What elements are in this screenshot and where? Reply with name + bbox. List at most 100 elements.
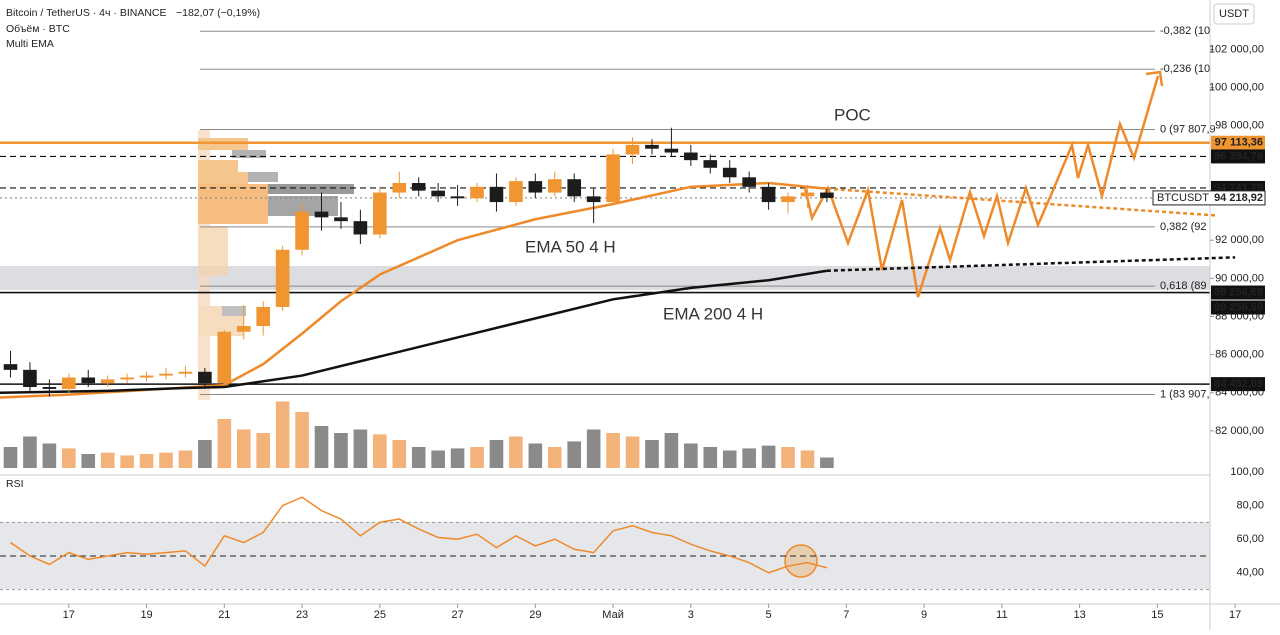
price-tag-label: 89 256,69 <box>1214 286 1263 298</box>
x-tick-label: 7 <box>843 609 849 621</box>
volume-bar <box>23 436 37 468</box>
volume-bar <box>800 450 815 468</box>
currency-box[interactable] <box>1213 3 1255 25</box>
price-tag <box>1152 190 1266 206</box>
candle-body <box>761 186 776 203</box>
candle-body <box>139 375 154 378</box>
candle-body <box>625 144 640 155</box>
price-tag <box>1211 377 1265 392</box>
price-tag-label: 94 218,92 <box>1214 192 1263 204</box>
volume-bar <box>567 441 582 468</box>
candle-body <box>470 186 484 199</box>
candle-body <box>664 148 679 153</box>
candle-body <box>42 387 57 389</box>
volume-profile <box>198 130 354 400</box>
volume-bar <box>547 447 562 468</box>
volume-bar <box>664 433 679 468</box>
candle-body <box>431 190 445 197</box>
volume-bar <box>353 429 368 468</box>
volume-bar <box>256 433 271 468</box>
volume-bar <box>722 450 737 468</box>
ema-projection <box>826 256 1236 272</box>
volume-bar <box>392 440 407 468</box>
x-tick-label: 27 <box>451 609 463 621</box>
fib-label: -0,236 (10 <box>1160 63 1210 75</box>
candle-body <box>586 196 601 203</box>
candle-body <box>606 154 620 203</box>
x-tick-label: 29 <box>529 609 541 621</box>
volume-bar <box>100 452 115 468</box>
price-tag-label: 96 394,76 <box>1214 150 1263 162</box>
volume-bar <box>314 426 329 468</box>
volume-bar <box>236 429 251 468</box>
candle-body <box>334 217 348 222</box>
volume-bar <box>625 436 640 468</box>
candle-body <box>722 167 737 178</box>
volume-title: Объём · BTC <box>6 23 70 35</box>
currency[interactable]: USDT <box>1219 8 1249 20</box>
volume-bar <box>470 447 484 468</box>
volume-bar <box>489 440 504 468</box>
rsi-tick-label: 40,00 <box>1236 567 1264 579</box>
candle-body <box>528 181 543 193</box>
candle-body <box>23 369 37 388</box>
volume-bar <box>528 443 543 468</box>
volume-bar <box>120 455 134 468</box>
rsi-tick-label: 60,00 <box>1236 533 1264 545</box>
candle-body <box>178 371 193 374</box>
candle-body <box>81 377 96 384</box>
x-tick-label: 9 <box>921 609 927 621</box>
price-tag <box>1211 149 1265 164</box>
price-tag <box>1211 285 1265 300</box>
volume-bar <box>684 443 698 468</box>
volume-bar <box>373 434 387 468</box>
fib-label: 0,618 (89 <box>1160 280 1206 292</box>
volume-bar <box>198 440 212 468</box>
volume-bar <box>742 448 756 468</box>
volume-bar <box>159 452 173 468</box>
rsi-highlight <box>784 544 818 578</box>
candle-body <box>800 192 815 197</box>
x-tick-label: 3 <box>688 609 694 621</box>
candle-body <box>373 192 387 235</box>
price-tag <box>1211 135 1265 150</box>
candle-body <box>547 179 562 193</box>
candle-body <box>3 364 18 370</box>
volume-bar <box>586 429 601 468</box>
change: −182,07 (−0,19%) <box>176 7 260 19</box>
volume-bar <box>295 412 309 468</box>
candle-body <box>781 196 795 203</box>
volume-bar <box>645 440 659 468</box>
x-tick-label: 25 <box>374 609 386 621</box>
ema-line <box>0 181 828 399</box>
candle-body <box>450 196 465 199</box>
candle-body <box>820 192 834 198</box>
candle-body <box>742 177 756 187</box>
candle-body <box>256 306 271 327</box>
under-layer: -0,382 (10 -0,236 (10 0 (97 807,9 0,382 (92… <box>0 25 1216 400</box>
candle-body <box>509 181 523 203</box>
x-tick-label: 11 <box>996 609 1007 621</box>
y-tick-label: 82 000,00 <box>1215 425 1264 437</box>
volume-bar <box>781 447 795 468</box>
volume-bar <box>820 457 834 468</box>
candle-body <box>275 249 290 307</box>
x-tick-label: 5 <box>766 609 772 621</box>
volume-bar <box>62 448 76 468</box>
rsi-tick-label: 100,00 <box>1230 466 1264 478</box>
volume-bar <box>450 448 465 468</box>
candle-body <box>684 152 698 161</box>
price-tag-label: 84 452,09 <box>1214 378 1263 390</box>
candle-body <box>353 221 368 235</box>
candle-body <box>295 211 309 250</box>
fib-label: 0 (97 807,9 <box>1160 123 1216 135</box>
x-tick-label: 19 <box>140 609 152 621</box>
volume-bar <box>411 447 426 468</box>
candle-body <box>567 179 582 197</box>
y-tick-label: 92 000,00 <box>1215 234 1264 246</box>
volume-bar <box>42 443 57 468</box>
fib-label: 1 (83 907, <box>1160 388 1210 400</box>
volume-bar <box>3 447 18 468</box>
x-tick-label: 17 <box>1229 609 1241 621</box>
